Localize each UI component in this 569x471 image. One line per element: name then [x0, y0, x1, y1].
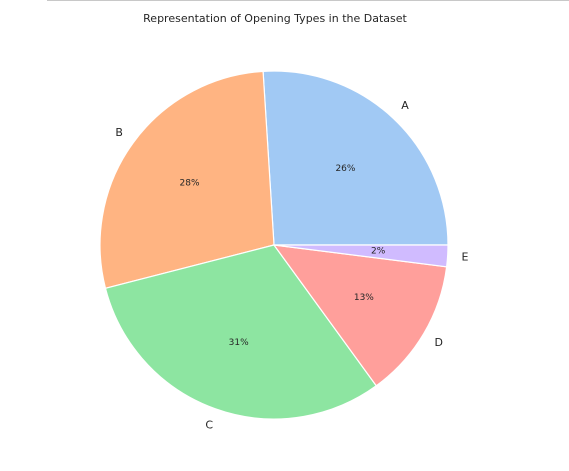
percent-label-b: 28%: [180, 179, 200, 189]
pie-slice-b: [99, 70, 275, 290]
percent-label-a: 26%: [335, 164, 355, 174]
percent-label-e: 2%: [371, 247, 386, 257]
top-border-line: [47, 0, 569, 1]
category-label-d: D: [435, 336, 443, 349]
pie-slice-a: [262, 70, 449, 246]
percent-label-c: 31%: [229, 338, 249, 348]
category-label-c: C: [205, 419, 213, 432]
pie-slice-d: [272, 244, 448, 387]
pie-slice-e: [273, 244, 449, 268]
pie-slice-c: [104, 244, 378, 420]
percent-label-d: 13%: [354, 293, 374, 303]
category-label-a: A: [401, 99, 409, 112]
category-label-e: E: [462, 251, 469, 264]
chart-title: Representation of Opening Types in the D…: [143, 12, 407, 25]
category-label-b: B: [115, 126, 123, 139]
